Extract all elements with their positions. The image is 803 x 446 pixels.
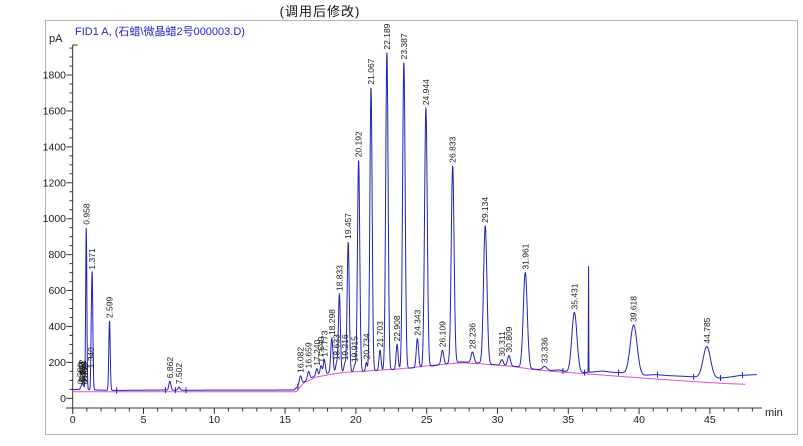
y-tick-label: 0 <box>60 393 66 405</box>
peak-label: 0.862 <box>80 363 90 385</box>
y-tick-label: 1400 <box>43 141 67 153</box>
peak-label: 31.961 <box>520 243 530 269</box>
x-tick-label: 10 <box>208 414 220 426</box>
peak-label: 17.540 <box>316 336 326 362</box>
peak-label: 1.371 <box>87 248 97 270</box>
peak-label: 18.298 <box>327 309 337 335</box>
peak-label: 0.550 <box>76 363 86 385</box>
peak-label: 24.343 <box>412 309 422 335</box>
peak-label: 33.336 <box>540 337 550 363</box>
trace-label: FID1 A, (石蜡\微晶蜡2号000003.D) <box>75 26 245 38</box>
peak-label: 0.613 <box>76 361 86 383</box>
peak-label: 0.672 <box>77 359 87 381</box>
peak-label: 21.067 <box>366 58 376 84</box>
x-tick-label: 30 <box>492 414 504 426</box>
y-tick-label: 400 <box>48 321 66 333</box>
x-axis-unit-label: min <box>765 407 783 419</box>
peak-label: 19.457 <box>343 213 353 239</box>
x-tick-label: 25 <box>421 414 433 426</box>
chromatogram-curve <box>72 52 757 391</box>
peak-label: 0.958 <box>81 203 91 225</box>
page-title: (调用后修改) <box>279 4 361 19</box>
y-tick-label: 800 <box>48 249 66 261</box>
y-tick-label: 600 <box>48 285 66 297</box>
peak-label: 22.908 <box>392 315 402 341</box>
peak-label: 28.236 <box>468 323 478 349</box>
peak-label: 1.340 <box>86 347 96 369</box>
x-tick-label: 15 <box>279 414 291 426</box>
x-tick-label: 35 <box>562 414 574 426</box>
peak-label: 44.785 <box>702 317 712 343</box>
peak-label: 22.189 <box>382 23 392 49</box>
peak-label: 16.082 <box>295 347 305 373</box>
peak-label: 39.618 <box>629 296 639 322</box>
peak-label: 18.833 <box>334 265 344 291</box>
x-tick-label: 0 <box>70 414 76 426</box>
peak-label: 18.633 <box>332 334 342 360</box>
peak-label: 23.387 <box>399 33 409 59</box>
peak-label: 29.134 <box>480 197 490 223</box>
peak-label: 17.773 <box>319 330 329 356</box>
peak-label: 17.240 <box>312 339 322 365</box>
peak-label: 19.216 <box>340 334 350 360</box>
y-tick-label: 1800 <box>43 70 67 82</box>
peak-label: 20.734 <box>361 333 371 359</box>
y-axis-unit-label: pA <box>49 33 63 45</box>
y-tick-label: 1200 <box>43 177 67 189</box>
peak-label: 24.944 <box>421 79 431 105</box>
peak-label: 30.809 <box>504 326 514 352</box>
y-tick-label: 1000 <box>43 213 67 225</box>
peak-label: 16.659 <box>304 342 314 368</box>
peak-label: 26.109 <box>437 321 447 347</box>
x-tick-label: 40 <box>633 414 645 426</box>
peak-label: 7.502 <box>174 363 184 385</box>
y-tick-label: 1600 <box>43 105 67 117</box>
peak-label: 0.790 <box>79 362 89 384</box>
peak-label: 0.731 <box>78 360 88 382</box>
peak-label: 6.862 <box>165 357 175 379</box>
peak-label: 20.192 <box>354 131 364 157</box>
peak-label: 30.311 <box>497 331 507 357</box>
peak-label: 19.915 <box>350 336 360 362</box>
peak-label: 21.703 <box>375 321 385 347</box>
x-tick-label: 45 <box>704 414 716 426</box>
y-tick-label: 200 <box>48 357 66 369</box>
x-tick-label: 20 <box>350 414 362 426</box>
peak-label: 35.431 <box>569 283 579 309</box>
x-tick-label: 5 <box>141 414 147 426</box>
peak-label: 2.599 <box>105 297 115 319</box>
integration-baseline <box>72 362 746 393</box>
peak-label: 26.833 <box>448 136 458 162</box>
